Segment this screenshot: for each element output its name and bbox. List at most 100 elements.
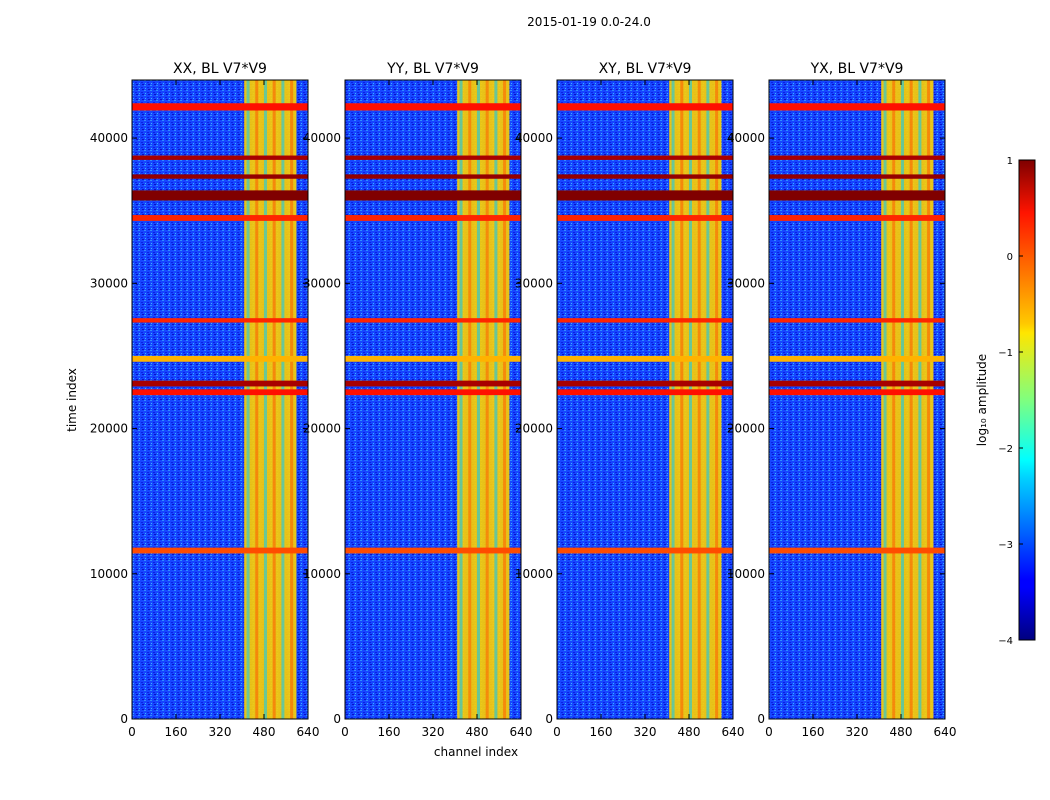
y-tick-label: 0: [757, 712, 765, 726]
bright-channel-band: [669, 80, 722, 719]
y-tick-label: 20000: [515, 422, 553, 436]
x-tick-label: 480: [678, 725, 701, 739]
y-tick-label: 40000: [515, 131, 553, 145]
bright-channel-band: [881, 80, 934, 719]
channel-stripe: [706, 80, 710, 719]
x-tick-label: 640: [722, 725, 745, 739]
y-tick-label: 30000: [303, 276, 341, 290]
horizontal-band: [345, 155, 521, 160]
channel-stripe: [263, 80, 267, 719]
horizontal-band: [345, 190, 521, 201]
panels: XX, BL V7*V9 0 160 320 480 640 0 10000 20000 3000…: [90, 61, 957, 739]
x-tick-label: 320: [846, 725, 869, 739]
horizontal-band: [557, 190, 733, 201]
panel-title: XX, BL V7*V9: [173, 61, 267, 77]
horizontal-band: [132, 389, 308, 396]
horizontal-band: [345, 389, 521, 396]
y-tick-label: 10000: [515, 567, 553, 581]
x-tick-label: 320: [422, 725, 445, 739]
colorbar-tick-label: −1: [998, 348, 1013, 359]
panel-3: YX, BL V7*V9 0 160 320 480 640 0 10000 20000 3000…: [727, 61, 957, 739]
y-tick-label: 30000: [90, 276, 128, 290]
colorbar-ticks: 1 0 −1 −2 −3 −4: [998, 156, 1023, 647]
horizontal-band: [769, 155, 945, 160]
channel-stripe: [697, 80, 701, 719]
colorbar-tick-label: −3: [998, 540, 1013, 551]
panel-title: XY, BL V7*V9: [599, 61, 692, 77]
panel-title: YX, BL V7*V9: [810, 61, 904, 77]
channel-stripe: [927, 80, 931, 719]
y-tick-label: 40000: [727, 131, 765, 145]
horizontal-band: [557, 547, 733, 554]
panel-0: XX, BL V7*V9 0 160 320 480 640 0 10000 20000 3000…: [90, 61, 320, 739]
y-tick-label: 20000: [90, 422, 128, 436]
channel-stripe: [900, 80, 904, 719]
colorbar: 1 0 −1 −2 −3 −4 log₁₀ amplitude: [975, 156, 1036, 647]
channel-stripe: [715, 80, 719, 719]
horizontal-band: [132, 215, 308, 221]
y-tick-label: 30000: [727, 276, 765, 290]
x-tick-label: 0: [553, 725, 561, 739]
horizontal-band: [345, 174, 521, 179]
horizontal-band: [557, 174, 733, 179]
horizontal-band: [345, 380, 521, 387]
horizontal-band: [345, 215, 521, 221]
colorbar-label: log₁₀ amplitude: [975, 354, 989, 446]
x-tick-label: 480: [466, 725, 489, 739]
channel-stripe: [909, 80, 913, 719]
horizontal-band: [769, 547, 945, 554]
channel-stripe: [255, 80, 259, 719]
horizontal-band: [132, 380, 308, 387]
y-tick-label: 20000: [727, 422, 765, 436]
channel-stripe: [503, 80, 507, 719]
horizontal-band: [132, 190, 308, 201]
x-tick-label: 320: [209, 725, 232, 739]
channel-stripe: [688, 80, 692, 719]
panel-title: YY, BL V7*V9: [386, 61, 479, 77]
y-tick-label: 0: [333, 712, 341, 726]
channel-stripe: [918, 80, 922, 719]
y-tick-label: 20000: [303, 422, 341, 436]
horizontal-band: [132, 155, 308, 160]
horizontal-band: [769, 355, 945, 362]
horizontal-band: [769, 174, 945, 179]
channel-stripe: [459, 80, 463, 719]
x-tick-label: 0: [128, 725, 136, 739]
channel-stripe: [281, 80, 285, 719]
channel-stripe: [290, 80, 294, 719]
horizontal-band: [132, 355, 308, 362]
channel-stripe: [671, 80, 675, 719]
x-tick-label: 0: [765, 725, 773, 739]
horizontal-band: [769, 389, 945, 396]
channel-stripe: [246, 80, 250, 719]
x-tick-label: 0: [341, 725, 349, 739]
horizontal-band: [769, 103, 945, 111]
x-tick-label: 640: [934, 725, 957, 739]
horizontal-band: [345, 547, 521, 554]
channel-stripe: [272, 80, 276, 719]
panel-1: YY, BL V7*V9 0 160 320 480 640 0 10000 20000 3000…: [303, 61, 533, 739]
panel-2: XY, BL V7*V9 0 160 320 480 640 0 10000 20000 3000…: [515, 61, 745, 739]
x-tick-label: 160: [590, 725, 613, 739]
channel-stripe: [883, 80, 887, 719]
horizontal-band: [557, 318, 733, 323]
x-tick-label: 480: [253, 725, 276, 739]
colorbar-tick-label: −2: [998, 444, 1013, 455]
x-tick-label: 640: [510, 725, 533, 739]
y-axis-label: time index: [65, 368, 79, 432]
horizontal-band: [345, 103, 521, 111]
horizontal-band: [769, 318, 945, 323]
channel-stripe: [494, 80, 498, 719]
y-tick-label: 10000: [303, 567, 341, 581]
colorbar-gradient: [1018, 159, 1036, 641]
y-tick-label: 40000: [303, 131, 341, 145]
x-tick-label: 160: [165, 725, 188, 739]
horizontal-band: [769, 190, 945, 201]
channel-stripe: [892, 80, 896, 719]
x-tick-label: 320: [634, 725, 657, 739]
horizontal-band: [132, 318, 308, 323]
suptitle: 2015-01-19 0.0-24.0: [527, 15, 651, 29]
horizontal-band: [132, 103, 308, 111]
horizontal-band: [132, 174, 308, 179]
